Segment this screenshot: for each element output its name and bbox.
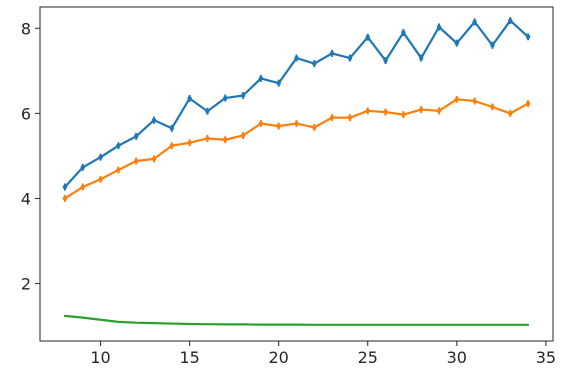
data-point: [258, 121, 264, 126]
y-tick-label: 2: [21, 275, 31, 294]
data-point: [223, 137, 228, 142]
data-point: [80, 184, 85, 190]
plot-frame: [39, 6, 554, 342]
series-line: [63, 98, 530, 200]
data-point: [205, 109, 210, 114]
data-point: [329, 51, 335, 56]
data-point: [133, 134, 139, 139]
data-point: [418, 55, 424, 61]
data-point: [383, 58, 388, 63]
x-tick-label: 10: [90, 348, 110, 367]
y-tick-label: 8: [21, 19, 31, 38]
data-point: [294, 55, 299, 61]
data-point: [151, 156, 157, 162]
data-point: [329, 115, 335, 120]
data-point: [365, 108, 370, 114]
data-point: [401, 112, 406, 117]
data-point: [133, 158, 139, 164]
data-point: [240, 93, 246, 98]
data-point: [187, 140, 192, 145]
data-point: [472, 98, 477, 104]
data-point: [472, 19, 477, 25]
data-point: [116, 143, 121, 148]
data-point: [383, 109, 388, 115]
data-point: [98, 154, 103, 160]
series-line: [63, 314, 530, 326]
data-point: [418, 107, 424, 112]
data-point: [401, 30, 406, 35]
data-point: [525, 34, 531, 39]
data-point: [80, 165, 85, 170]
data-point: [187, 96, 192, 101]
data-point: [312, 125, 317, 130]
x-tick-label: 30: [447, 348, 467, 367]
data-point: [525, 101, 531, 106]
data-point: [258, 76, 264, 81]
data-point: [151, 117, 157, 123]
data-point: [347, 115, 353, 120]
data-point: [62, 184, 68, 190]
plot-area: [62, 17, 531, 326]
data-point: [490, 104, 495, 110]
data-point: [98, 177, 103, 182]
data-point: [223, 95, 228, 101]
data-point: [240, 133, 246, 138]
x-tick-label: 25: [358, 348, 378, 367]
data-point: [276, 80, 281, 86]
data-point: [169, 126, 175, 131]
data-point: [347, 55, 353, 61]
data-point: [169, 143, 175, 148]
data-point: [116, 167, 121, 173]
series-1: [62, 17, 531, 191]
data-point: [436, 108, 442, 114]
series-3: [63, 314, 530, 326]
data-point: [205, 136, 210, 141]
y-tick-label: 6: [21, 104, 31, 123]
series-2: [62, 95, 531, 202]
data-point: [62, 196, 68, 201]
data-point: [490, 43, 495, 48]
data-point: [508, 111, 513, 116]
x-tick-label: 20: [269, 348, 289, 367]
y-tick-label: 4: [21, 189, 31, 208]
x-tick-label: 15: [179, 348, 199, 367]
x-tick-label: 35: [536, 348, 556, 367]
data-point: [365, 35, 370, 40]
data-point: [454, 40, 460, 46]
data-point: [276, 123, 281, 129]
data-point: [436, 24, 442, 30]
data-point: [312, 61, 317, 66]
axes: 10 15 20 25 30 35 2 4 6 8: [21, 19, 556, 367]
data-point: [508, 18, 513, 23]
data-point: [294, 121, 299, 126]
data-point: [454, 97, 460, 102]
